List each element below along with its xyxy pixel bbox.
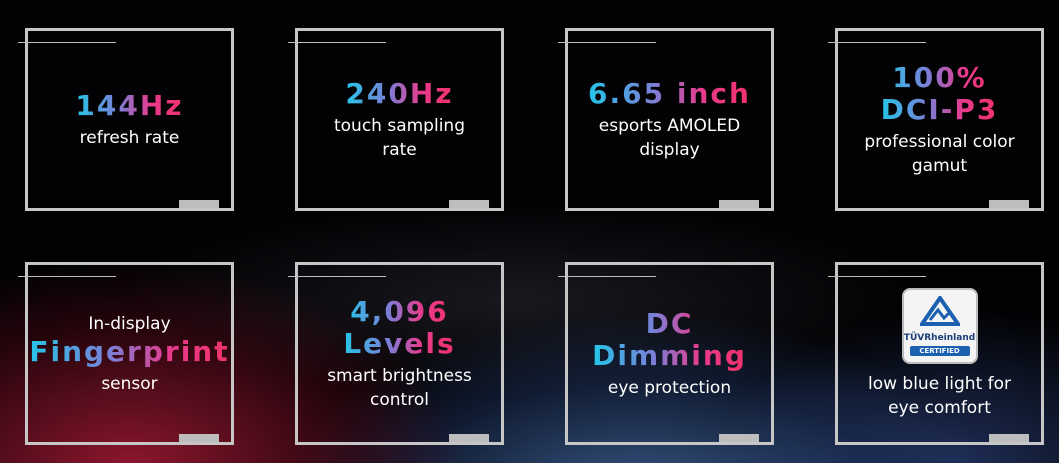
highlight-line: 144Hz: [75, 88, 184, 122]
highlight-line: 4,096: [343, 295, 455, 328]
corner-tab: [179, 200, 219, 208]
description-line: sensor: [101, 373, 158, 394]
feature-card: 6.65 inch esports AMOLED display: [558, 28, 774, 211]
corner-line: [558, 276, 656, 277]
corner-line: [288, 42, 386, 43]
highlight-line: 240Hz: [345, 76, 454, 110]
highlight: 4,096 Levels: [343, 295, 456, 360]
corner-line: [828, 42, 926, 43]
feature-card: DC Dimming eye protection: [558, 262, 774, 445]
badge-label: CERTIFIED: [909, 345, 970, 356]
highlight: 100% DCI-P3: [880, 61, 999, 126]
corner-tab: [719, 434, 759, 442]
description-line: professional color: [864, 131, 1015, 152]
feature-card: In-display Fingerprint sensor: [18, 262, 234, 445]
highlight-line: 100%: [881, 61, 999, 94]
description-line: control: [370, 389, 429, 410]
description-line: esports AMOLED: [598, 115, 741, 136]
highlight-line: Dimming: [592, 338, 747, 372]
highlight: 6.65 inch: [588, 76, 751, 110]
description-line: low blue light for: [867, 373, 1012, 394]
description-line: eye protection: [607, 377, 732, 398]
highlight: 240Hz: [345, 76, 454, 110]
feature-card: 4,096 Levels smart brightness control: [288, 262, 504, 445]
corner-line: [18, 42, 116, 43]
highlight-line: Fingerprint: [29, 334, 230, 368]
feature-prefix: In-display: [88, 313, 171, 334]
description-line: touch sampling: [333, 115, 465, 136]
highlight-line: Levels: [343, 326, 456, 360]
certification-badge: TÜVRheinland CERTIFIED: [901, 287, 978, 364]
feature-card: TÜVRheinland CERTIFIED low blue light for e…: [828, 262, 1044, 445]
feature-card: 240Hz touch sampling rate: [288, 28, 504, 211]
corner-line: [288, 276, 386, 277]
feature-card: 100% DCI-P3 professional color gamut: [828, 28, 1044, 211]
corner-tab: [719, 200, 759, 208]
description-line: eye comfort: [888, 397, 991, 418]
highlight: Fingerprint: [29, 334, 230, 368]
description-line: refresh rate: [79, 127, 180, 148]
corner-tab: [989, 200, 1029, 208]
highlight-line: DCI-P3: [880, 92, 999, 126]
corner-tab: [179, 434, 219, 442]
description-line: display: [639, 139, 700, 160]
highlight-line: 6.65 inch: [588, 76, 751, 110]
description-line: gamut: [911, 155, 968, 176]
corner-line: [18, 276, 116, 277]
corner-line: [828, 276, 926, 277]
feature-card: 144Hz refresh rate: [18, 28, 234, 211]
description-line: smart brightness: [327, 365, 472, 386]
highlight: DC Dimming: [592, 307, 747, 372]
corner-line: [558, 42, 656, 43]
badge-brand: TÜVRheinland: [903, 332, 976, 343]
badge-icon: [919, 295, 960, 326]
highlight: 144Hz: [75, 88, 184, 122]
corner-tab: [449, 200, 489, 208]
corner-tab: [989, 434, 1029, 442]
highlight-line: DC: [592, 307, 747, 340]
corner-tab: [449, 434, 489, 442]
description-line: rate: [382, 139, 417, 160]
